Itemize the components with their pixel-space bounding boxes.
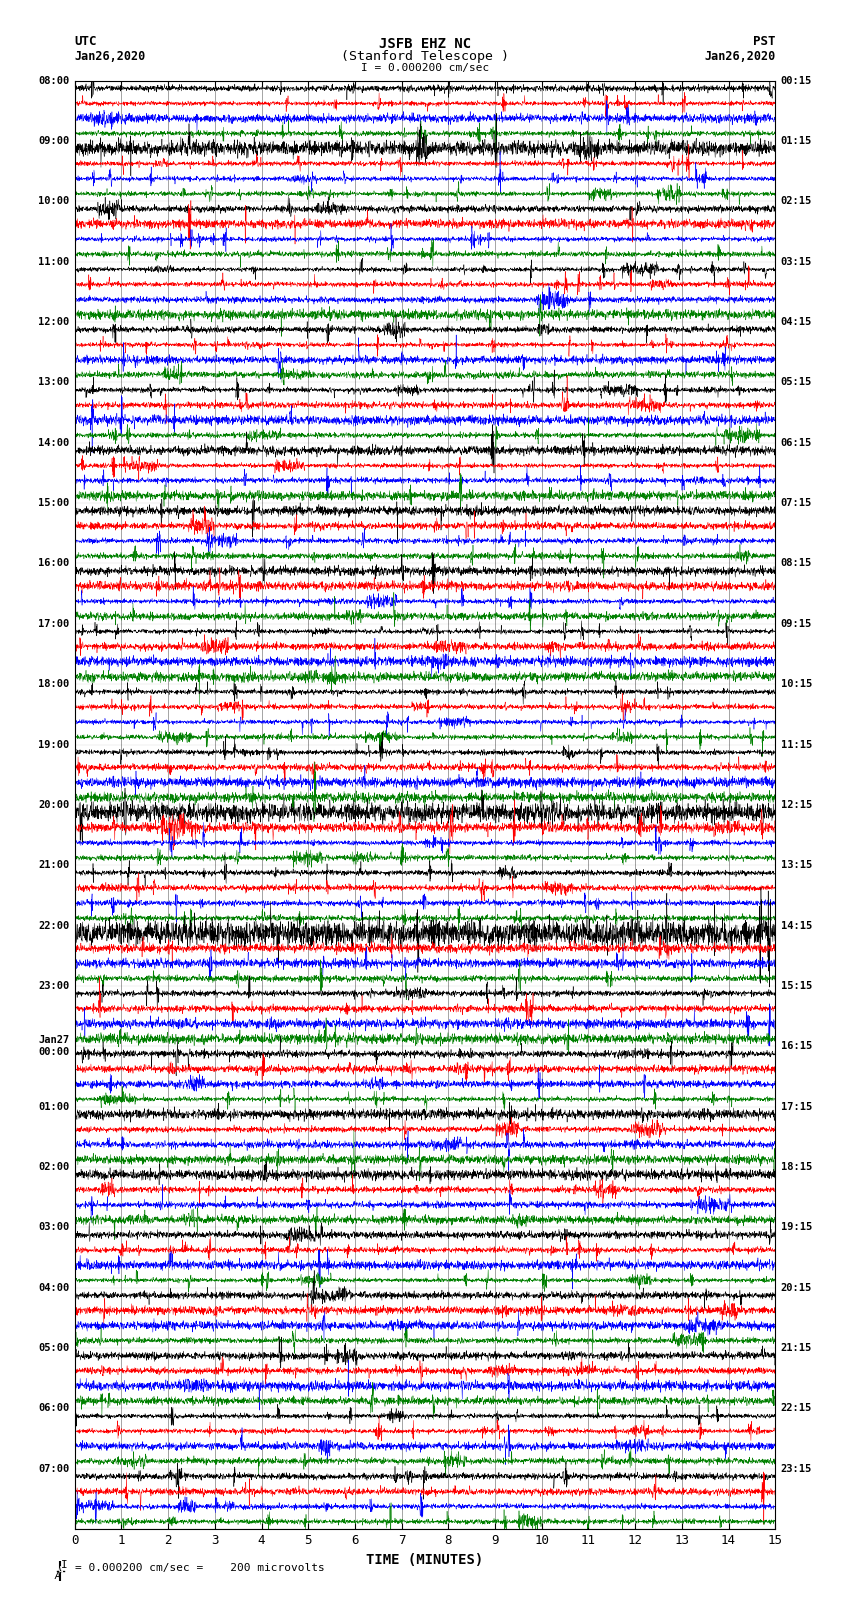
Text: 10:00: 10:00 [38, 197, 69, 206]
Text: 10:15: 10:15 [781, 679, 812, 689]
Text: 07:15: 07:15 [781, 498, 812, 508]
Text: 23:15: 23:15 [781, 1463, 812, 1474]
Text: 21:00: 21:00 [38, 860, 69, 871]
Text: 01:15: 01:15 [781, 135, 812, 147]
Text: Jan26,2020: Jan26,2020 [704, 50, 775, 63]
Text: 12:15: 12:15 [781, 800, 812, 810]
Text: 17:00: 17:00 [38, 619, 69, 629]
Text: 20:00: 20:00 [38, 800, 69, 810]
Text: 04:15: 04:15 [781, 318, 812, 327]
Text: = 0.000200 cm/sec =    200 microvolts: = 0.000200 cm/sec = 200 microvolts [75, 1563, 325, 1573]
Text: I = 0.000200 cm/sec: I = 0.000200 cm/sec [361, 63, 489, 73]
Text: 05:15: 05:15 [781, 377, 812, 387]
Text: I: I [61, 1560, 68, 1569]
Text: 09:15: 09:15 [781, 619, 812, 629]
Text: 14:15: 14:15 [781, 921, 812, 931]
Text: 19:15: 19:15 [781, 1223, 812, 1232]
Text: 03:00: 03:00 [38, 1223, 69, 1232]
Text: 18:00: 18:00 [38, 679, 69, 689]
Text: 05:00: 05:00 [38, 1344, 69, 1353]
Text: 19:00: 19:00 [38, 739, 69, 750]
Text: 07:00: 07:00 [38, 1463, 69, 1474]
Text: 12:00: 12:00 [38, 318, 69, 327]
Text: 02:00: 02:00 [38, 1161, 69, 1173]
Text: 11:15: 11:15 [781, 739, 812, 750]
Text: 01:00: 01:00 [38, 1102, 69, 1111]
Text: 02:15: 02:15 [781, 197, 812, 206]
Text: A: A [58, 1566, 64, 1576]
Text: 14:00: 14:00 [38, 437, 69, 448]
Text: 15:00: 15:00 [38, 498, 69, 508]
Text: Jan27
00:00: Jan27 00:00 [38, 1036, 69, 1057]
Text: (Stanford Telescope ): (Stanford Telescope ) [341, 50, 509, 63]
Text: 21:15: 21:15 [781, 1344, 812, 1353]
Text: 09:00: 09:00 [38, 135, 69, 147]
Text: 16:00: 16:00 [38, 558, 69, 568]
Text: JSFB EHZ NC: JSFB EHZ NC [379, 37, 471, 52]
Text: 13:15: 13:15 [781, 860, 812, 871]
Text: 23:00: 23:00 [38, 981, 69, 990]
Text: 16:15: 16:15 [781, 1042, 812, 1052]
Text: 08:00: 08:00 [38, 76, 69, 85]
Text: 18:15: 18:15 [781, 1161, 812, 1173]
Text: UTC: UTC [75, 35, 97, 48]
Text: A: A [55, 1571, 60, 1581]
Text: 20:15: 20:15 [781, 1282, 812, 1292]
Text: 06:00: 06:00 [38, 1403, 69, 1413]
Text: 13:00: 13:00 [38, 377, 69, 387]
Text: 22:15: 22:15 [781, 1403, 812, 1413]
Text: 03:15: 03:15 [781, 256, 812, 266]
Text: PST: PST [753, 35, 775, 48]
Text: Jan26,2020: Jan26,2020 [75, 50, 146, 63]
Text: 00:15: 00:15 [781, 76, 812, 85]
Text: 11:00: 11:00 [38, 256, 69, 266]
Text: 17:15: 17:15 [781, 1102, 812, 1111]
Text: 08:15: 08:15 [781, 558, 812, 568]
Text: 15:15: 15:15 [781, 981, 812, 990]
Text: 04:00: 04:00 [38, 1282, 69, 1292]
Text: 06:15: 06:15 [781, 437, 812, 448]
Text: 22:00: 22:00 [38, 921, 69, 931]
X-axis label: TIME (MINUTES): TIME (MINUTES) [366, 1553, 484, 1566]
